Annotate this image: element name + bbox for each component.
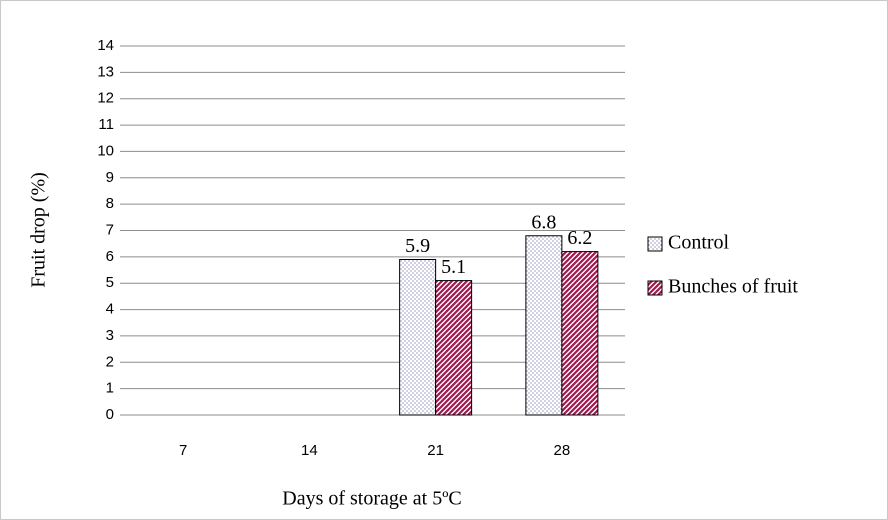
y-tick-label: 9: [106, 169, 114, 186]
bar: [399, 258, 437, 416]
y-tick-label: 1: [106, 380, 114, 397]
bar: [561, 251, 599, 416]
y-tick-label: 4: [106, 301, 114, 318]
y-tick-label: 11: [98, 116, 114, 133]
y-tick-label: 12: [97, 90, 114, 107]
y-axis-title: Fruit drop (%): [28, 172, 50, 288]
y-tick-label: 13: [97, 63, 114, 80]
data-label: 5.1: [441, 256, 466, 278]
bar: [525, 235, 563, 416]
x-tick-label: 7: [179, 442, 187, 459]
legend-swatch: [647, 236, 663, 252]
y-tick-label: 0: [106, 406, 114, 423]
y-tick-label: 3: [106, 327, 114, 344]
y-tick-label: 5: [106, 274, 114, 291]
legend-label: Bunches of fruit: [668, 276, 798, 298]
x-tick-label: 28: [554, 442, 571, 459]
x-axis-title: Days of storage at 5ºC: [282, 488, 462, 510]
legend-label: Control: [668, 232, 730, 254]
data-label: 6.8: [531, 211, 556, 233]
y-tick-label: 6: [106, 248, 114, 265]
data-label: 5.9: [405, 235, 430, 257]
y-tick-label: 14: [97, 37, 114, 54]
bar: [435, 280, 473, 416]
legend-swatch: [647, 280, 663, 296]
y-tick-label: 7: [106, 221, 114, 238]
y-tick-label: 2: [106, 353, 114, 370]
x-tick-label: 14: [301, 442, 318, 459]
y-tick-label: 10: [97, 142, 114, 159]
data-label: 6.2: [567, 227, 592, 249]
y-tick-label: 8: [106, 195, 114, 212]
x-tick-label: 21: [427, 442, 444, 459]
